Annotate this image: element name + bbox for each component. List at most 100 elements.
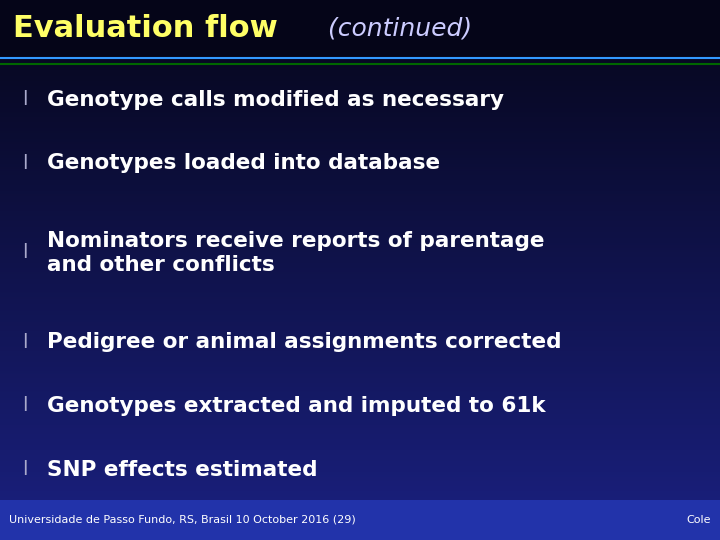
Bar xyxy=(0,112,720,113)
Bar xyxy=(0,351,720,353)
Bar xyxy=(0,390,720,393)
Bar xyxy=(0,31,720,32)
Bar xyxy=(0,495,720,497)
Bar xyxy=(0,525,720,528)
Bar xyxy=(0,457,720,459)
Bar xyxy=(0,524,720,525)
Bar xyxy=(0,430,720,432)
Bar xyxy=(0,326,720,328)
Bar xyxy=(0,221,720,223)
Bar xyxy=(0,288,720,290)
Bar xyxy=(0,281,720,282)
Bar xyxy=(0,301,720,302)
Bar xyxy=(0,328,720,329)
Bar xyxy=(0,342,720,344)
Bar xyxy=(0,517,720,518)
Bar xyxy=(0,225,720,227)
Bar xyxy=(0,200,720,201)
Bar xyxy=(0,450,720,452)
Bar xyxy=(0,421,720,423)
Text: Universidade de Passo Fundo, RS, Brasil 10 October 2016 (29): Universidade de Passo Fundo, RS, Brasil … xyxy=(9,515,356,525)
Bar xyxy=(0,454,720,455)
Bar xyxy=(0,119,720,120)
Bar xyxy=(0,27,720,29)
Bar xyxy=(0,331,720,333)
Bar xyxy=(0,533,720,535)
Bar xyxy=(0,178,720,180)
Bar xyxy=(0,518,720,520)
Bar xyxy=(0,164,720,166)
Bar xyxy=(0,216,720,218)
Bar xyxy=(0,302,720,304)
Bar xyxy=(0,448,720,450)
Bar xyxy=(0,167,720,169)
Bar xyxy=(0,463,720,464)
Bar xyxy=(0,270,720,272)
Bar xyxy=(0,254,720,255)
Bar xyxy=(0,349,720,351)
Bar xyxy=(0,488,720,490)
Bar xyxy=(0,88,720,90)
Bar xyxy=(0,420,720,421)
Bar xyxy=(0,389,720,390)
Bar xyxy=(0,123,720,124)
Bar xyxy=(0,120,720,123)
Bar xyxy=(0,245,720,247)
Bar xyxy=(0,22,720,23)
Bar xyxy=(0,198,720,200)
Bar xyxy=(0,180,720,182)
Bar xyxy=(0,535,720,536)
Bar xyxy=(0,320,720,322)
Bar xyxy=(0,474,720,475)
Bar xyxy=(0,333,720,335)
Bar xyxy=(0,34,720,36)
Bar xyxy=(0,502,720,504)
Bar xyxy=(0,266,720,268)
Bar xyxy=(0,220,720,221)
Bar xyxy=(0,18,720,20)
Bar xyxy=(0,103,720,104)
Bar xyxy=(0,248,720,250)
Bar xyxy=(0,139,720,140)
Bar xyxy=(0,151,720,153)
Bar xyxy=(0,468,720,470)
Bar xyxy=(0,158,720,160)
Bar xyxy=(0,128,720,130)
Bar xyxy=(0,376,720,378)
Bar xyxy=(0,50,720,52)
Bar xyxy=(0,113,720,115)
Bar xyxy=(0,508,720,509)
Bar xyxy=(0,227,720,228)
Bar xyxy=(0,147,720,150)
Bar xyxy=(0,173,720,174)
Bar xyxy=(0,471,720,474)
Bar xyxy=(0,174,720,177)
Bar xyxy=(0,363,720,366)
Bar xyxy=(0,204,720,205)
Bar xyxy=(0,396,720,398)
Bar xyxy=(0,378,720,380)
Bar xyxy=(0,212,720,214)
Bar xyxy=(0,45,720,47)
Bar xyxy=(0,520,720,522)
Bar xyxy=(0,49,720,50)
Bar xyxy=(0,171,720,173)
Bar xyxy=(0,214,720,216)
Bar xyxy=(0,0,720,57)
Text: l: l xyxy=(22,396,28,415)
Bar xyxy=(0,20,720,22)
Bar xyxy=(0,79,720,81)
Bar xyxy=(0,36,720,38)
Text: Nominators receive reports of parentage
and other conflicts: Nominators receive reports of parentage … xyxy=(47,231,544,275)
Bar xyxy=(0,42,720,43)
Bar xyxy=(0,140,720,142)
Bar xyxy=(0,185,720,187)
Bar xyxy=(0,39,720,42)
Bar xyxy=(0,452,720,454)
Bar xyxy=(0,207,720,209)
Bar xyxy=(0,201,720,204)
Bar xyxy=(0,490,720,491)
Bar xyxy=(0,515,720,517)
Bar xyxy=(0,306,720,308)
Bar xyxy=(0,232,720,234)
